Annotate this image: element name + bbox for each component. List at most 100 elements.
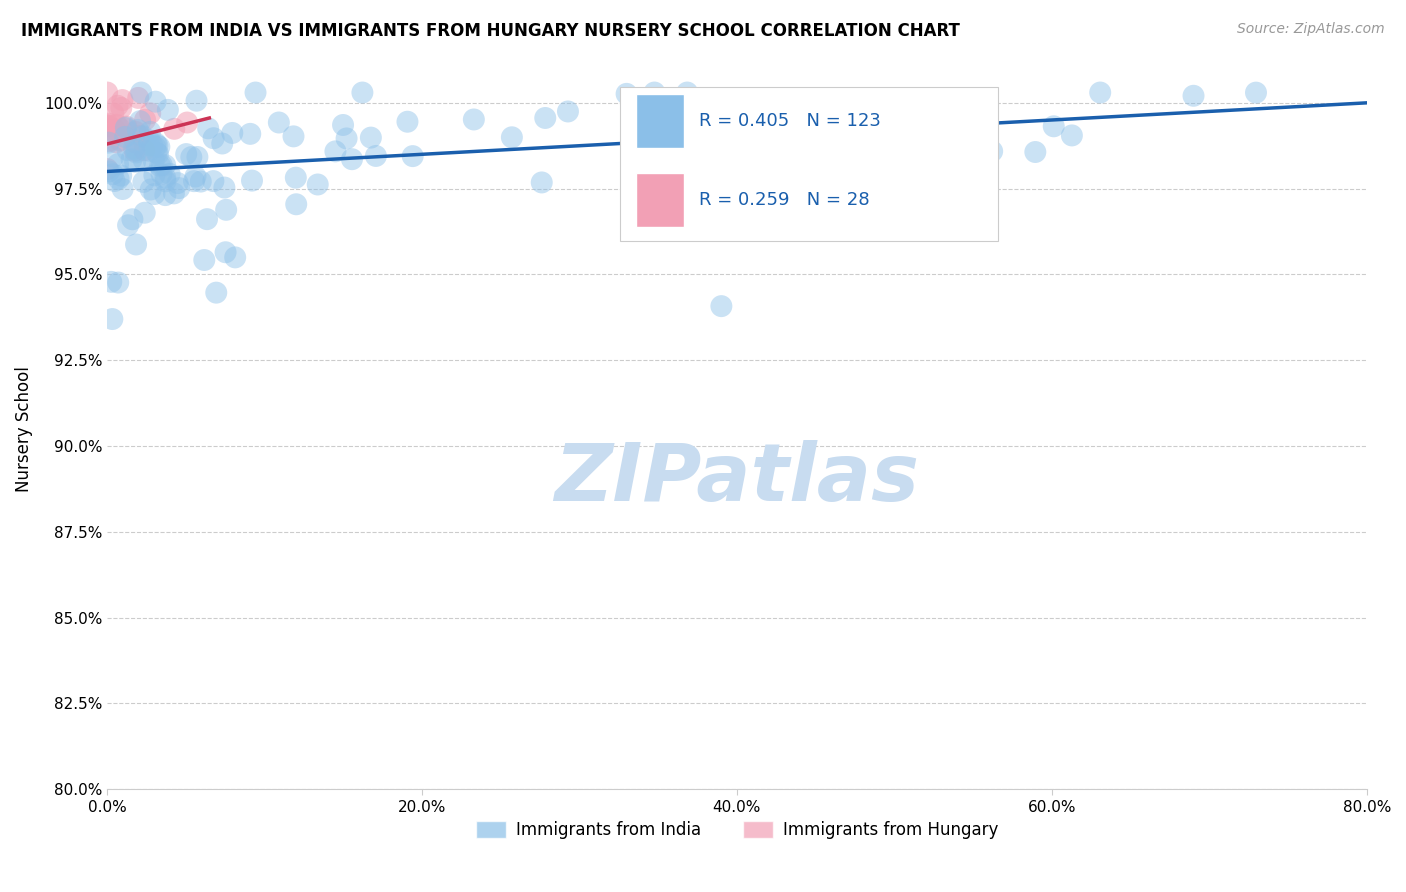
Point <box>108 121 131 136</box>
FancyBboxPatch shape <box>636 94 683 148</box>
Point <box>186 150 208 164</box>
Point <box>138 144 160 158</box>
Point <box>134 205 156 219</box>
Point <box>110 101 132 115</box>
Point <box>325 145 347 159</box>
Point <box>132 129 155 144</box>
Point <box>143 169 166 183</box>
Point <box>107 172 129 186</box>
Legend: Immigrants from India, Immigrants from Hungary: Immigrants from India, Immigrants from H… <box>470 814 1005 846</box>
Point <box>202 174 225 188</box>
Point <box>107 99 129 113</box>
Point <box>716 112 738 126</box>
Point <box>211 136 233 151</box>
Point <box>121 212 143 227</box>
Point <box>153 158 176 172</box>
Point <box>149 159 172 173</box>
Point <box>643 86 665 100</box>
Point <box>143 140 166 154</box>
Text: R = 0.259   N = 28: R = 0.259 N = 28 <box>699 192 870 210</box>
Point <box>163 186 186 201</box>
Point <box>105 136 128 150</box>
Point <box>139 182 162 196</box>
Point <box>852 140 875 154</box>
Point <box>214 180 236 194</box>
Point <box>776 112 799 127</box>
Point <box>145 136 167 151</box>
Point <box>132 153 155 167</box>
Point <box>167 181 190 195</box>
Point <box>139 106 162 120</box>
Point <box>138 133 160 147</box>
Point <box>156 103 179 117</box>
Point <box>105 118 128 132</box>
Point <box>124 144 146 158</box>
Point <box>709 112 731 127</box>
Point <box>143 187 166 202</box>
Point <box>163 121 186 136</box>
Point <box>148 140 170 154</box>
Point <box>114 121 136 136</box>
Point <box>176 115 198 129</box>
Point <box>534 111 557 125</box>
Point <box>190 175 212 189</box>
Point <box>166 176 188 190</box>
Point <box>129 86 152 100</box>
Point <box>98 119 121 133</box>
Point <box>145 95 167 109</box>
Point <box>146 138 169 153</box>
Point <box>115 120 138 135</box>
Point <box>110 169 132 183</box>
Point <box>141 138 163 153</box>
Point <box>134 112 156 127</box>
Point <box>96 162 118 177</box>
Point <box>125 145 148 160</box>
Point <box>267 115 290 129</box>
Point <box>101 167 124 181</box>
Point <box>184 169 207 184</box>
Text: ZIPatlas: ZIPatlas <box>554 441 920 518</box>
Point <box>1024 145 1046 159</box>
Point <box>155 174 177 188</box>
Point <box>396 114 419 128</box>
Point <box>124 125 146 139</box>
Point <box>132 175 155 189</box>
Point <box>97 164 120 178</box>
Point <box>820 214 842 228</box>
Point <box>104 123 127 137</box>
Point <box>676 86 699 100</box>
Point <box>117 219 139 233</box>
Point <box>335 131 357 145</box>
Point <box>239 127 262 141</box>
Point <box>799 99 821 113</box>
Point <box>1182 88 1205 103</box>
Point <box>214 245 236 260</box>
Point <box>360 130 382 145</box>
Point <box>756 138 779 153</box>
Point <box>114 129 136 144</box>
Point <box>155 188 177 202</box>
Point <box>671 147 693 161</box>
Point <box>710 299 733 313</box>
Point <box>104 174 127 188</box>
Point <box>1042 120 1064 134</box>
Point <box>193 252 215 267</box>
Point <box>127 91 149 105</box>
Point <box>107 276 129 290</box>
Point <box>150 167 173 181</box>
Point <box>195 212 218 227</box>
Point <box>332 118 354 132</box>
Point <box>402 149 425 163</box>
Point <box>285 197 308 211</box>
Point <box>183 174 205 188</box>
Point <box>101 128 124 142</box>
Point <box>97 134 120 148</box>
Point <box>463 112 485 127</box>
Point <box>284 170 307 185</box>
Point <box>111 182 134 196</box>
FancyBboxPatch shape <box>636 173 683 227</box>
Point <box>745 160 768 174</box>
Y-axis label: Nursery School: Nursery School <box>15 366 32 491</box>
Point <box>1060 128 1083 143</box>
Point <box>796 110 818 124</box>
